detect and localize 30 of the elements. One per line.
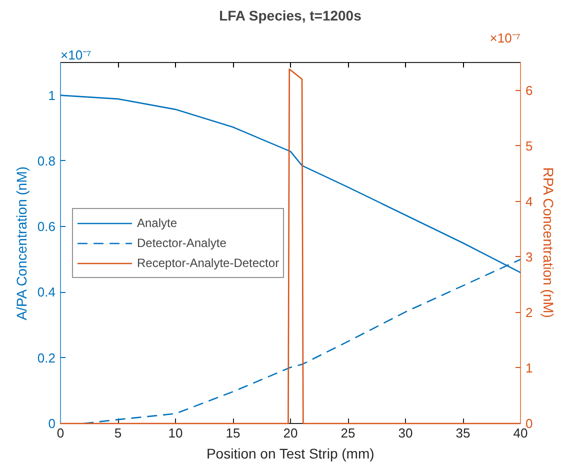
y-tick-label: 1 bbox=[48, 88, 56, 103]
y2-tick-label: 5 bbox=[526, 138, 533, 154]
y-tick-label: 0.4 bbox=[37, 284, 56, 300]
x-tick-label: 5 bbox=[114, 426, 122, 440]
y2-tick-label: 4 bbox=[526, 194, 533, 209]
x-axis-title: Position on Test Strip (mm) bbox=[206, 446, 374, 462]
annotation: ×10⁻⁷ bbox=[60, 48, 92, 62]
legend-label: Analyte bbox=[137, 216, 178, 230]
legend-label: Detector-Analyte bbox=[137, 236, 226, 250]
y2-tick-label: 3 bbox=[526, 249, 533, 264]
y-tick-label: 0 bbox=[48, 416, 56, 431]
x-tick-label: 10 bbox=[168, 426, 183, 440]
y2-tick-label: 1 bbox=[526, 360, 533, 376]
x-tick-label: 15 bbox=[226, 426, 240, 440]
y-tick-label: 0.8 bbox=[37, 153, 56, 168]
x-tick-label: 20 bbox=[283, 426, 298, 440]
y-tick-label: 0.2 bbox=[37, 350, 56, 366]
y2-axis-title: RPA Concentration (nM) bbox=[540, 167, 557, 318]
y2-tick-label: 2 bbox=[526, 304, 533, 320]
x-tick-label: 30 bbox=[398, 426, 413, 440]
text: ×10⁻⁷ bbox=[490, 30, 521, 46]
y2-tick-label: 0 bbox=[526, 416, 533, 431]
y-tick-label: 0.6 bbox=[37, 219, 56, 234]
x-tick-label: 25 bbox=[340, 426, 356, 440]
x-tick-label: 35 bbox=[456, 426, 470, 440]
legend-label: Receptor-Analyte-Detector bbox=[137, 256, 280, 270]
chart-title: LFA Species, t=1200s bbox=[219, 8, 362, 24]
y-axis-title: A/PA Concentration (nM) bbox=[13, 166, 30, 320]
y2-tick-label: 6 bbox=[526, 82, 533, 98]
x-tick-label: 40 bbox=[513, 426, 528, 440]
